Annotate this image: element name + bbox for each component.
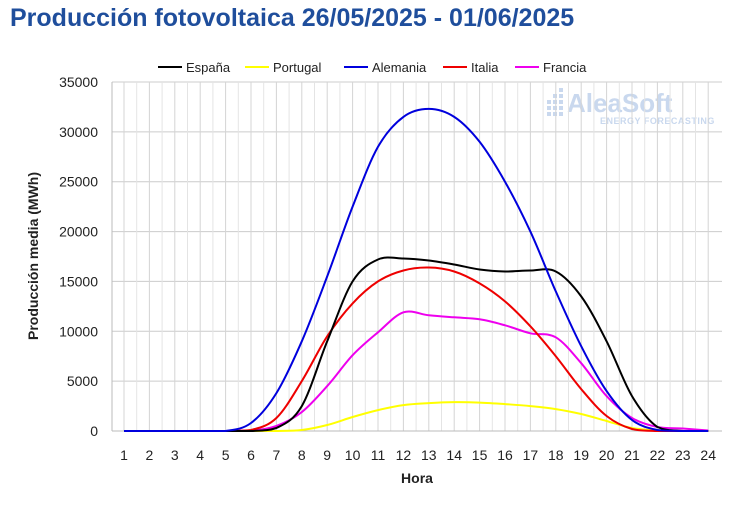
legend-label-francia: Francia [543,60,587,75]
x-tick-label: 10 [345,447,361,463]
x-tick-label: 24 [700,447,716,463]
x-tick-label: 14 [446,447,462,463]
x-tick-label: 19 [573,447,589,463]
aleasoft-dots-icon [547,88,563,116]
aleasoft-logo: AleaSoft ENERGY FORECASTING [547,88,714,126]
legend: España Portugal Alemania Italia Francia [158,60,587,75]
x-tick-label: 13 [421,447,437,463]
x-tick-label: 15 [472,447,488,463]
x-tick-label: 12 [396,447,412,463]
logo-main-text: AleaSoft [567,88,673,118]
y-axis-title: Producción media (MWh) [25,172,41,340]
y-tick-label: 35000 [59,74,98,90]
x-tick-label: 2 [146,447,154,463]
y-tick-label: 15000 [59,273,98,289]
y-tick-label: 25000 [59,174,98,190]
y-tick-label: 30000 [59,124,98,140]
x-tick-label: 17 [523,447,539,463]
x-tick-label: 8 [298,447,306,463]
x-tick-label: 20 [599,447,615,463]
x-tick-label: 11 [371,447,386,463]
x-tick-label: 9 [323,447,331,463]
legend-label-italia: Italia [471,60,499,75]
series-lines [124,107,709,432]
legend-label-espana: España [186,60,231,75]
series-line-alemania [124,107,709,432]
x-tick-label: 7 [273,447,281,463]
x-tick-label: 23 [675,447,691,463]
x-tick-label: 1 [120,447,128,463]
x-tick-label: 3 [171,447,179,463]
y-tick-label: 0 [90,423,98,439]
chart-title: Producción fotovoltaica 26/05/2025 - 01/… [10,4,575,32]
legend-label-alemania: Alemania [372,60,427,75]
x-tick-label: 4 [196,447,204,463]
x-tick-label: 16 [497,447,513,463]
x-tick-label: 5 [222,447,230,463]
x-tick-label: 6 [247,447,255,463]
y-tick-label: 10000 [59,323,98,339]
x-tick-label: 18 [548,447,564,463]
x-axis-title: Hora [401,470,433,486]
legend-label-portugal: Portugal [273,60,322,75]
x-tick-label: 22 [650,447,666,463]
x-tick-label: 21 [624,447,640,463]
y-tick-label: 20000 [59,224,98,240]
y-tick-label: 5000 [67,373,98,389]
grid [112,81,722,432]
